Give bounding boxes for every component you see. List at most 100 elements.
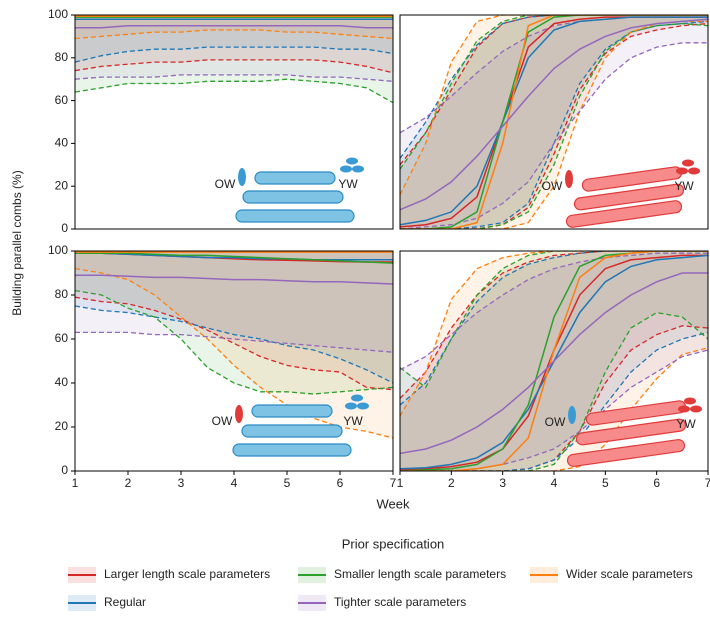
bee bbox=[688, 167, 700, 175]
y-tick-label: 60 bbox=[55, 93, 69, 107]
bound-line bbox=[400, 251, 708, 399]
bee bbox=[352, 165, 364, 173]
bee bbox=[568, 406, 576, 424]
bound-line bbox=[400, 22, 708, 229]
bee bbox=[684, 397, 696, 405]
bound-line bbox=[75, 289, 393, 395]
bound-line bbox=[75, 305, 393, 384]
credible-band bbox=[400, 15, 708, 229]
bound-line bbox=[75, 78, 393, 104]
bound-line bbox=[400, 251, 708, 406]
frame-bar bbox=[566, 439, 686, 467]
credible-band bbox=[75, 15, 393, 82]
median-line bbox=[75, 274, 393, 285]
panel-frame bbox=[399, 14, 709, 230]
bound-line bbox=[400, 15, 708, 166]
bee bbox=[682, 159, 694, 167]
x-tick-label: 2 bbox=[125, 476, 132, 490]
legend-label: Regular bbox=[104, 595, 146, 609]
bee bbox=[678, 405, 690, 413]
frame-bar bbox=[573, 183, 685, 211]
bound-line bbox=[400, 349, 708, 471]
x-tick-label: 2 bbox=[448, 476, 455, 490]
bee bbox=[235, 405, 243, 423]
x-tick-label: 3 bbox=[178, 476, 185, 490]
y-tick-label: 100 bbox=[48, 243, 68, 257]
credible-band bbox=[75, 15, 393, 39]
credible-band bbox=[75, 251, 393, 438]
y-tick-label: 20 bbox=[55, 178, 69, 192]
legend-title: Prior specification bbox=[342, 536, 445, 551]
x-tick-label: 6 bbox=[653, 476, 660, 490]
y-tick-label: 0 bbox=[61, 221, 68, 235]
x-tick-label: 7 bbox=[390, 476, 397, 490]
credible-band bbox=[75, 251, 393, 390]
credible-band bbox=[75, 251, 393, 353]
bound-line bbox=[400, 42, 708, 229]
bee bbox=[346, 157, 358, 165]
legend-label: Smaller length scale parameters bbox=[334, 567, 506, 581]
x-tick-label: 4 bbox=[231, 476, 238, 490]
legend-label: Wider scale parameters bbox=[566, 567, 693, 581]
bound-line bbox=[400, 347, 708, 471]
plot-area bbox=[400, 15, 708, 229]
plot-area bbox=[75, 15, 393, 104]
bound-line bbox=[400, 22, 708, 229]
credible-band bbox=[400, 15, 708, 229]
bound-line bbox=[400, 252, 708, 371]
bound-line bbox=[75, 29, 393, 40]
annotation: YW bbox=[674, 179, 694, 193]
median-line bbox=[400, 251, 708, 471]
panel: OW YW 0 20 40 60 80 100 bbox=[48, 7, 394, 235]
frame-bar bbox=[251, 404, 333, 418]
median-line bbox=[400, 15, 708, 229]
bound-line bbox=[400, 331, 708, 471]
median-line bbox=[75, 252, 393, 264]
plot-area bbox=[400, 251, 708, 471]
y-axis-label: Building parallel combs (%) bbox=[10, 170, 24, 315]
frame-bar bbox=[254, 171, 336, 185]
bound-line bbox=[400, 15, 708, 170]
credible-band bbox=[75, 15, 393, 63]
annotation: OW bbox=[545, 415, 566, 429]
frame-bar bbox=[242, 190, 344, 204]
bound-line bbox=[75, 74, 393, 82]
y-tick-label: 40 bbox=[55, 375, 69, 389]
bee bbox=[565, 170, 573, 188]
credible-band bbox=[400, 15, 708, 229]
bee bbox=[676, 167, 688, 175]
annotation: OW bbox=[215, 177, 236, 191]
credible-band bbox=[75, 15, 393, 103]
bee bbox=[357, 402, 369, 410]
legend-label: Larger length scale parameters bbox=[104, 567, 270, 581]
y-tick-label: 0 bbox=[61, 463, 68, 477]
x-tick-label: 4 bbox=[551, 476, 558, 490]
median-line bbox=[400, 272, 708, 455]
median-line bbox=[75, 252, 393, 261]
credible-band bbox=[400, 17, 708, 229]
median-line bbox=[400, 251, 708, 471]
panel: OW YW 0 20 40 60 80 100 1 2 3 4 5 6 7 bbox=[48, 243, 397, 490]
bee bbox=[690, 405, 702, 413]
panel: OW YW 1 2 3 4 5 6 7 bbox=[397, 250, 710, 490]
legend-label: Tighter scale parameters bbox=[334, 595, 466, 609]
bound-line bbox=[400, 311, 708, 471]
frame-bar bbox=[565, 200, 683, 228]
annotation: YW bbox=[338, 177, 358, 191]
credible-band bbox=[75, 15, 393, 73]
frame-bar bbox=[241, 424, 343, 438]
y-tick-label: 20 bbox=[55, 419, 69, 433]
y-tick-label: 100 bbox=[48, 7, 68, 21]
annotation: OW bbox=[542, 179, 563, 193]
x-axis-label: Week bbox=[377, 496, 410, 511]
y-tick-label: 40 bbox=[55, 136, 69, 150]
median-line bbox=[400, 18, 708, 211]
x-tick-label: 3 bbox=[499, 476, 506, 490]
x-tick-label: 1 bbox=[397, 476, 404, 490]
credible-band bbox=[75, 251, 393, 394]
annotation: OW bbox=[212, 414, 233, 428]
credible-band bbox=[400, 15, 708, 229]
median-line bbox=[75, 24, 393, 29]
panel-frame bbox=[74, 14, 394, 230]
bee bbox=[345, 402, 357, 410]
